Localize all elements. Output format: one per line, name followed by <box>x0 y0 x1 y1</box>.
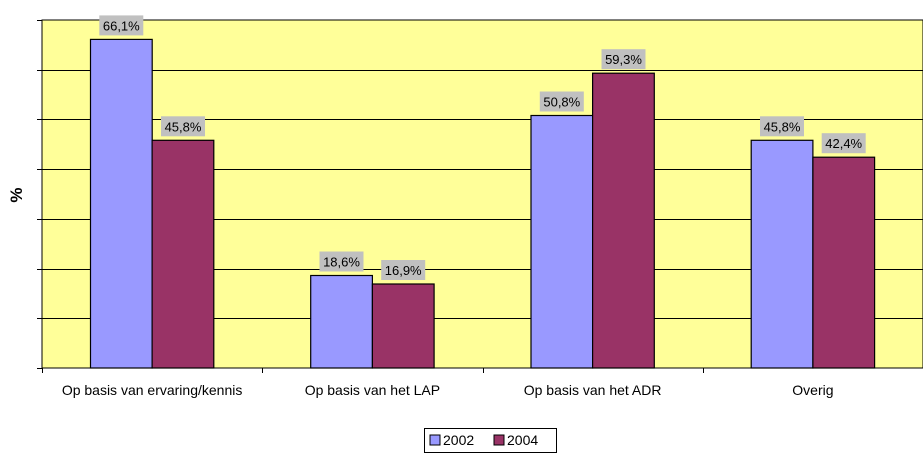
x-axis: Op basis van ervaring/kennis Op basis van… <box>37 20 834 398</box>
data-label: 45,8% <box>764 119 801 134</box>
bars <box>89 38 876 369</box>
x-tick-label: Op basis van het ADR <box>524 382 662 398</box>
data-label: 16,9% <box>385 263 422 278</box>
legend-label-2002: 2002 <box>443 432 474 448</box>
bar-2002 <box>530 114 594 369</box>
data-label-bg <box>539 91 584 112</box>
bar-2002 <box>89 38 153 369</box>
data-label: 50,8% <box>543 95 580 110</box>
data-label-bg <box>381 260 426 280</box>
bar-2002 <box>310 274 374 369</box>
bar-2004 <box>151 139 215 369</box>
data-label-bg <box>99 15 144 36</box>
data-label-bg <box>319 251 364 272</box>
legend-swatch-2002 <box>429 434 441 446</box>
bar-2002 <box>750 139 814 369</box>
data-label-bg <box>161 116 205 137</box>
bar-2004 <box>591 72 655 369</box>
data-label-bg <box>601 49 646 70</box>
y-axis-label: % <box>7 187 26 202</box>
data-label: 59,3% <box>605 52 642 67</box>
x-tick-label: Overig <box>792 382 833 398</box>
data-label: 66,1% <box>103 18 140 33</box>
legend-label-2004: 2004 <box>507 432 538 448</box>
legend-box <box>424 428 557 453</box>
x-tick-label: Op basis van ervaring/kennis <box>62 382 243 398</box>
legend: 2002 2004 <box>424 428 557 453</box>
legend-swatch-2004 <box>493 434 505 446</box>
bar-2004 <box>371 283 435 369</box>
data-label-bg <box>821 133 866 154</box>
data-label: 45,8% <box>165 119 202 134</box>
data-label-bg <box>760 116 804 137</box>
data-label: 42,4% <box>825 136 862 151</box>
data-labels: 66,1% 45,8% 18,6% 16,9% 50,8% 59,3% 45,8% 42,4% <box>99 15 866 280</box>
x-tick-label: Op basis van het LAP <box>305 382 440 398</box>
bar-2004 <box>812 156 876 369</box>
data-label: 18,6% <box>323 255 360 270</box>
